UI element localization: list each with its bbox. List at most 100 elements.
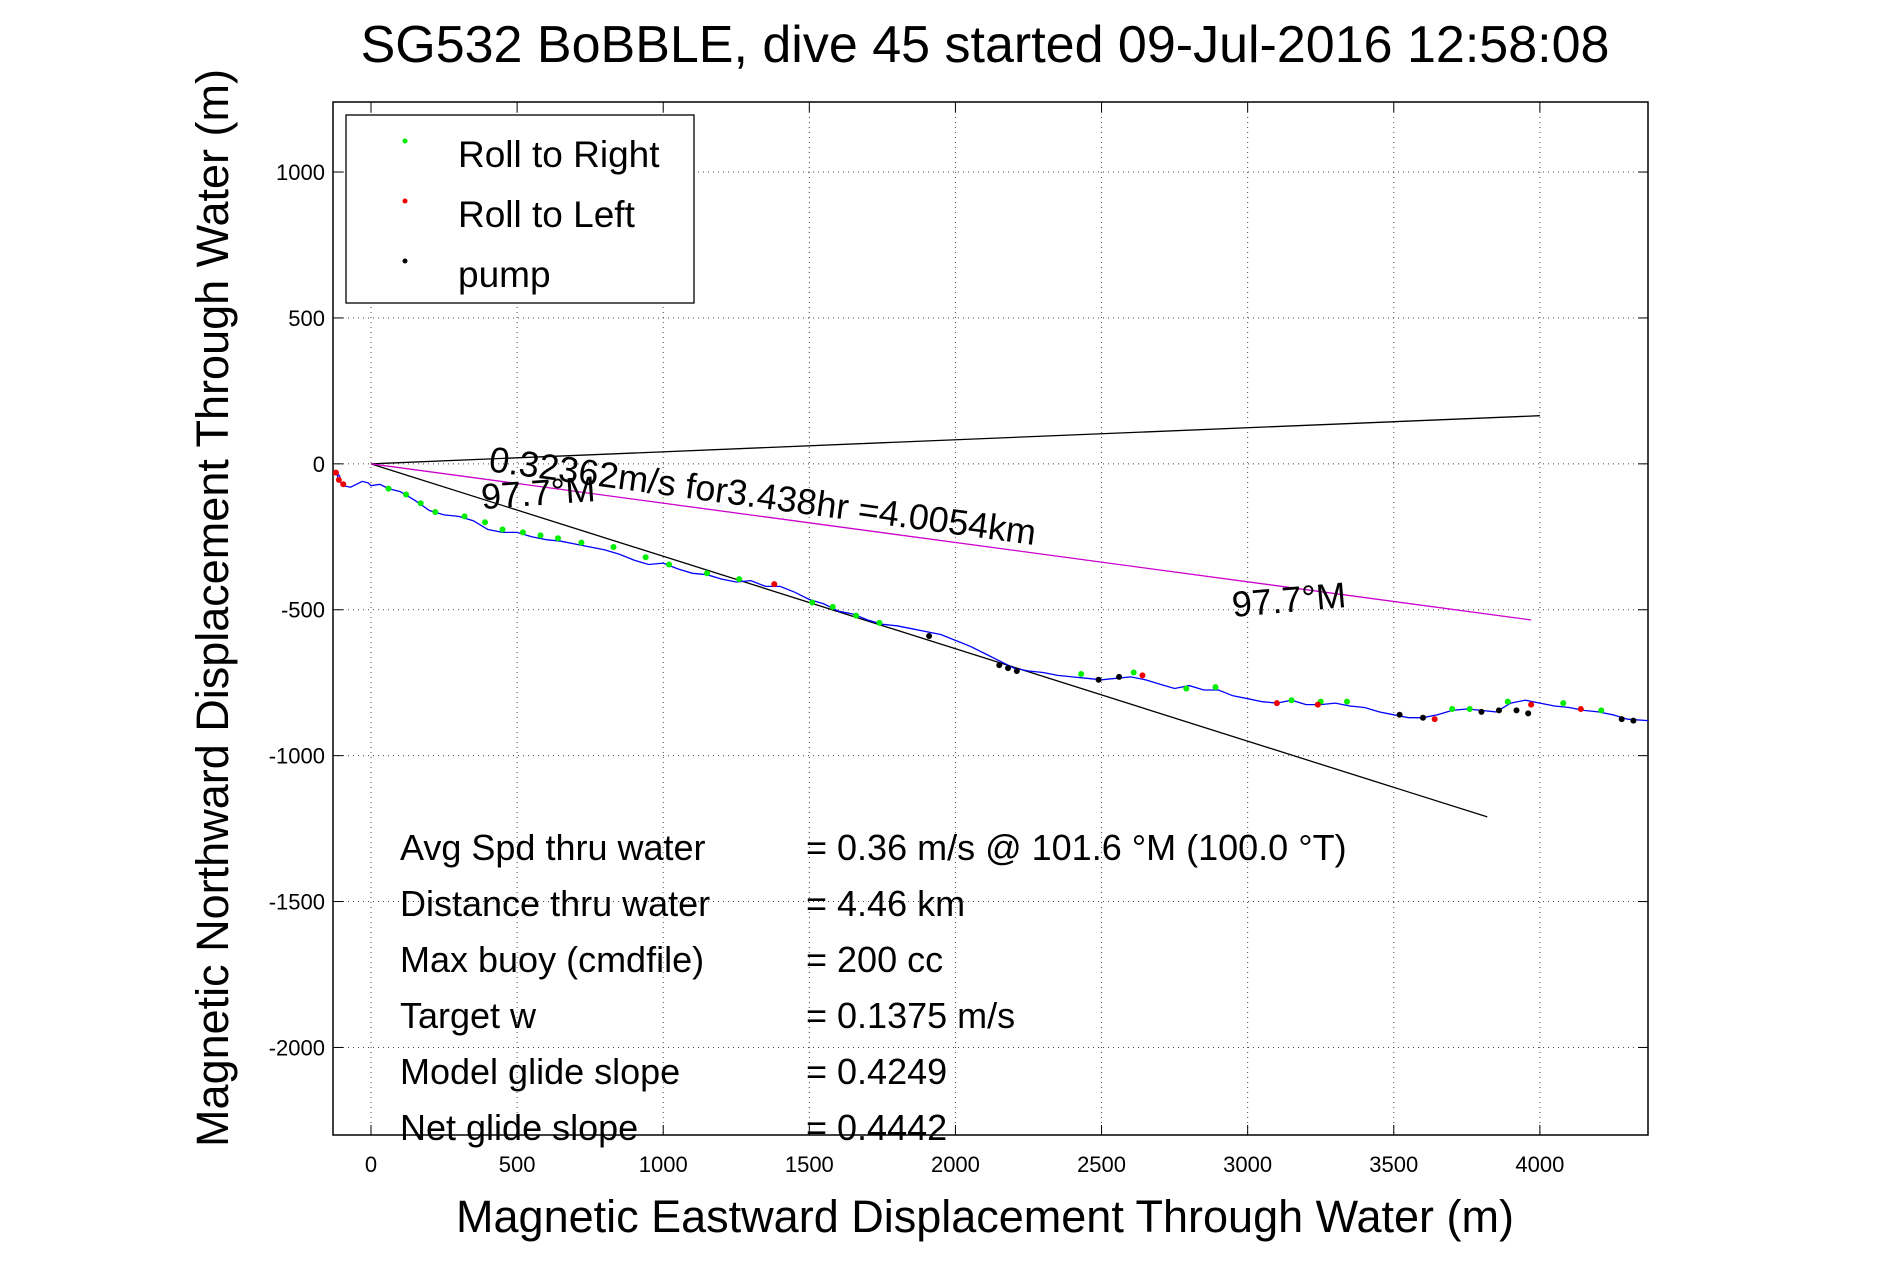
y-tick-label: -1000	[269, 744, 325, 769]
roll-left-marker	[340, 481, 347, 488]
roll-left-marker	[771, 581, 778, 588]
heading-line-lower	[370, 463, 1488, 818]
x-tick-label: 3000	[1223, 1152, 1272, 1177]
y-tick-label: -2000	[269, 1035, 325, 1060]
stats-block: Avg Spd thru water = 0.36 m/s @ 101.6 °M …	[400, 827, 1347, 1148]
stat-value: = 200 cc	[806, 939, 943, 980]
roll-left-marker	[1273, 700, 1280, 707]
stat-label: Distance thru water	[400, 883, 710, 924]
x-tick-label: 2000	[931, 1152, 980, 1177]
annotation-label: 97.7°M	[1230, 574, 1348, 625]
roll-right-marker	[1183, 685, 1190, 692]
roll-left-marker	[1139, 672, 1146, 679]
roll-right-marker	[1130, 669, 1137, 676]
legend: Roll to Right Roll to Left pump	[345, 114, 695, 304]
roll-left-marker	[1577, 705, 1584, 712]
x-tick-label: 3500	[1369, 1152, 1418, 1177]
glider-track	[335, 470, 1648, 722]
y-tick-label: -1500	[269, 890, 325, 915]
axis-ticks: 0 500 1000 1500 2000 2500 3000 3500 4000 1000 500 0…	[269, 102, 1648, 1177]
stat-label: Model glide slope	[400, 1051, 680, 1092]
stat-value: = 0.4442	[806, 1107, 947, 1148]
roll-right-marker	[578, 539, 585, 546]
roll-left-marker	[333, 469, 339, 476]
grid	[332, 101, 1649, 1136]
roll-right-marker	[642, 554, 649, 561]
legend-box	[345, 114, 695, 304]
y-tick-label: 0	[313, 452, 325, 477]
legend-label: Roll to Right	[458, 134, 660, 175]
roll-right-marker	[519, 529, 526, 536]
roll-right-marker	[385, 485, 392, 492]
roll-right-marker	[537, 532, 544, 539]
chart-title: SG532 BoBBLE, dive 45 started 09-Jul-201…	[361, 16, 1610, 74]
roll-right-marker	[704, 570, 711, 577]
roll-right-marker	[481, 519, 488, 526]
annotation-label: 97.7°M	[480, 468, 597, 517]
roll-right-marker	[1449, 705, 1456, 712]
speed-vector	[370, 463, 1532, 621]
x-tick-label: 2500	[1077, 1152, 1126, 1177]
roll-right-marker	[736, 576, 743, 583]
pump-marker	[926, 633, 933, 640]
legend-marker	[402, 198, 408, 204]
roll-right-marker	[555, 535, 562, 542]
y-tick-label: 1000	[276, 160, 325, 185]
roll-right-marker	[417, 500, 424, 507]
pump-marker	[1525, 710, 1532, 717]
stat-value: = 0.1375 m/s	[806, 995, 1015, 1036]
roll-right-marker	[432, 508, 439, 515]
x-tick-label: 4000	[1515, 1152, 1564, 1177]
roll-right-marker	[1598, 707, 1605, 714]
roll-right-marker	[1344, 698, 1351, 705]
roll-right-marker	[809, 599, 816, 606]
x-tick-label: 1000	[639, 1152, 688, 1177]
pump-marker	[1478, 708, 1485, 715]
stat-label: Net glide slope	[400, 1107, 638, 1148]
x-tick-label: 1500	[785, 1152, 834, 1177]
legend-label: pump	[458, 254, 551, 295]
pump-marker	[1116, 673, 1123, 680]
roll-left-marker	[1431, 716, 1438, 723]
pump-marker	[1630, 717, 1637, 724]
x-tick-label: 0	[365, 1152, 377, 1177]
roll-left-marker	[1314, 701, 1321, 708]
roll-left-marker	[1528, 701, 1535, 708]
roll-right-marker	[403, 491, 410, 498]
plot-area	[333, 415, 1648, 818]
x-tick-label: 500	[499, 1152, 536, 1177]
roll-right-marker	[1466, 705, 1473, 712]
roll-right-marker	[1288, 697, 1295, 704]
stat-value: = 4.46 km	[806, 883, 965, 924]
pump-marker	[1396, 711, 1403, 718]
pump-marker	[1495, 707, 1502, 714]
roll-right-marker	[461, 513, 468, 520]
y-tick-label: 500	[288, 306, 325, 331]
roll-right-marker	[1504, 698, 1511, 705]
stat-label: Target w	[400, 995, 537, 1036]
pump-marker	[1513, 707, 1520, 714]
roll-right-marker	[876, 619, 883, 626]
legend-marker	[402, 138, 408, 144]
heading-line-upper	[370, 415, 1540, 465]
plot-frame	[332, 101, 1649, 1136]
stat-value: = 0.4249	[806, 1051, 947, 1092]
roll-left-marker	[335, 476, 342, 483]
roll-right-marker	[1078, 670, 1085, 677]
roll-right-marker	[853, 612, 860, 619]
legend-label: Roll to Left	[458, 194, 636, 235]
roll-right-marker	[829, 603, 836, 610]
pump-marker	[1419, 714, 1426, 721]
x-axis-label: Magnetic Eastward Displacement Through W…	[456, 1191, 1514, 1242]
roll-right-marker	[610, 544, 617, 551]
stat-value: = 0.36 m/s @ 101.6 °M (100.0 °T)	[806, 827, 1347, 868]
pump-marker	[1005, 665, 1012, 672]
pump-marker	[1618, 716, 1625, 723]
pump-marker	[996, 662, 1003, 669]
y-axis-label: Magnetic Northward Displacement Through …	[187, 69, 238, 1147]
stat-label: Avg Spd thru water	[400, 827, 706, 868]
y-tick-label: -500	[281, 598, 325, 623]
pump-marker	[1013, 668, 1020, 675]
